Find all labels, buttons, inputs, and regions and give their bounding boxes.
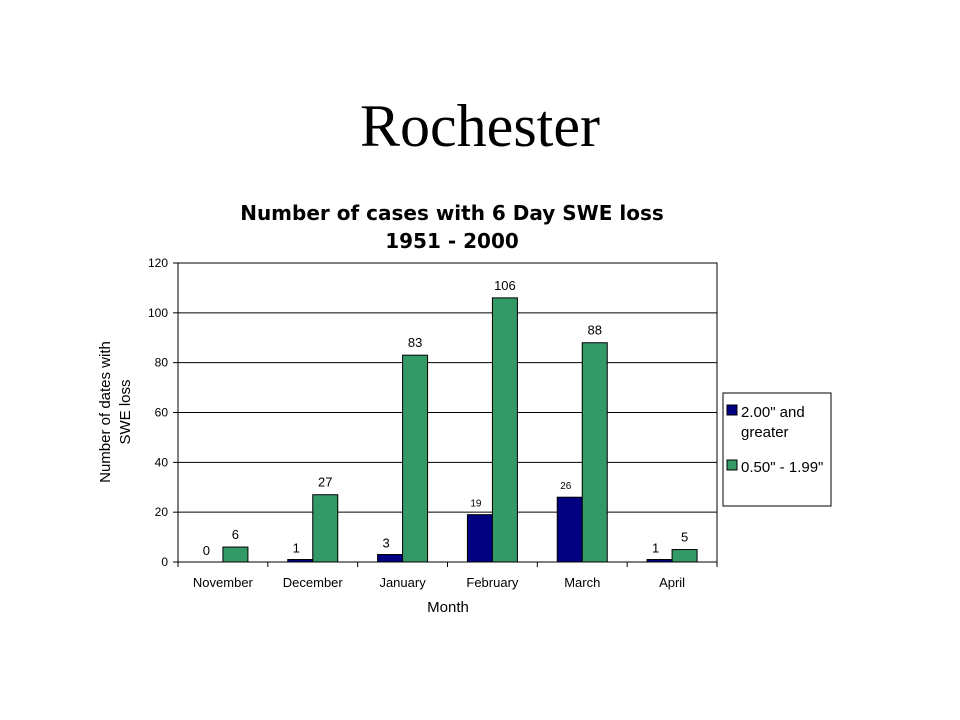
y-tick-label: 80 xyxy=(155,356,169,370)
y-tick-label: 0 xyxy=(161,555,168,569)
data-label: 27 xyxy=(318,475,332,490)
y-tick-label: 40 xyxy=(155,455,169,469)
bar xyxy=(646,559,673,563)
y-axis-ticks: 0 20 40 60 80 100 120 xyxy=(148,256,178,569)
y-axis-label: Number of dates with SWE loss xyxy=(97,341,134,483)
bar xyxy=(222,546,249,563)
x-tick-label: February xyxy=(466,575,519,590)
x-tick-label: March xyxy=(564,575,600,590)
gridlines xyxy=(178,312,717,513)
legend-swatch xyxy=(726,459,738,471)
x-tick-label: January xyxy=(379,575,426,590)
x-tick-label: December xyxy=(283,575,344,590)
y-tick-label: 120 xyxy=(148,256,168,270)
data-label: 1 xyxy=(293,541,300,556)
legend-label: 0.50" - 1.99" xyxy=(741,459,823,476)
slide-title: Rochester xyxy=(360,93,600,159)
data-label: 6 xyxy=(232,527,239,542)
chart-title-line: 1951 - 2000 xyxy=(385,229,519,253)
y-axis-label-line: SWE loss xyxy=(117,379,134,444)
bar xyxy=(402,354,429,563)
bar xyxy=(377,554,404,563)
bar xyxy=(312,494,339,563)
legend-swatch xyxy=(726,404,738,416)
bar xyxy=(287,559,314,563)
chart-title-line: Number of cases with 6 Day SWE loss xyxy=(240,201,664,225)
y-axis-label-line: Number of dates with xyxy=(97,341,114,483)
chart-title: Number of cases with 6 Day SWE loss 1951 … xyxy=(240,201,664,253)
data-label: 0 xyxy=(203,543,210,558)
x-axis-ticks: November December January February March Apri… xyxy=(177,562,718,590)
y-tick-label: 60 xyxy=(155,406,169,420)
data-label: 88 xyxy=(588,323,602,338)
bar xyxy=(581,342,608,563)
y-tick-label: 100 xyxy=(148,306,168,320)
data-label: 26 xyxy=(560,481,572,492)
x-tick-label: April xyxy=(659,575,685,590)
bar xyxy=(671,549,698,563)
data-label: 106 xyxy=(494,278,516,293)
bars: 0 6 1 27 3 83 19 106 26 88 1 5 xyxy=(203,278,698,563)
legend: 2.00" and greater 0.50" - 1.99" xyxy=(722,392,832,507)
data-label: 83 xyxy=(408,335,422,350)
x-axis-label-text: Month xyxy=(427,599,469,616)
bar xyxy=(491,297,518,563)
bar xyxy=(556,496,583,563)
y-tick-label: 20 xyxy=(155,505,169,519)
data-label: 5 xyxy=(681,530,688,545)
legend-label: 2.00" and xyxy=(741,404,805,421)
data-label: 3 xyxy=(382,536,389,551)
data-label: 1 xyxy=(652,541,659,556)
x-tick-label: November xyxy=(193,575,254,590)
legend-label: greater xyxy=(741,424,789,441)
x-axis-label: Month xyxy=(427,599,469,616)
data-label: 19 xyxy=(470,499,482,510)
legend-box xyxy=(722,392,832,507)
bar xyxy=(466,514,493,563)
